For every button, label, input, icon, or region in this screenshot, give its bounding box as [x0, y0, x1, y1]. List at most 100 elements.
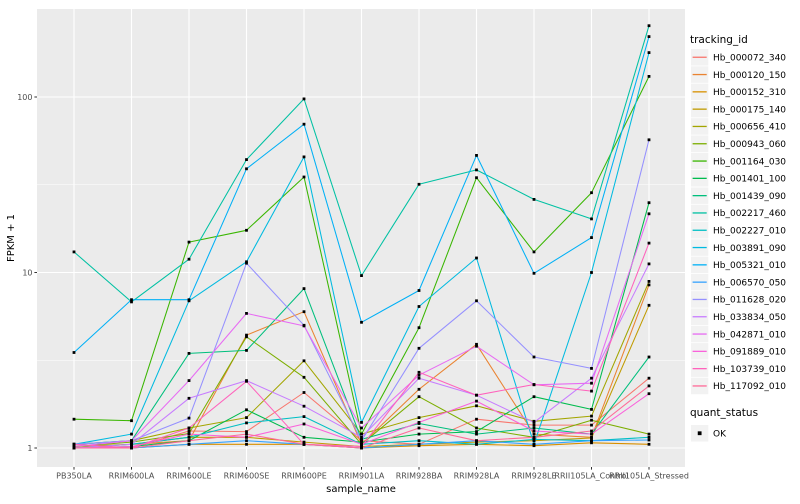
x-tick-label: RRIM928BA [396, 472, 443, 481]
data-point [590, 429, 593, 433]
data-point [302, 359, 306, 363]
data-point [72, 442, 76, 446]
axes: 1 10 100 PB350LA RRIM600LA RRIM600LE RRIM600SE… [17, 93, 689, 481]
data-point [360, 320, 363, 324]
data-point [475, 256, 478, 260]
data-point [360, 426, 363, 430]
data-point [532, 383, 536, 386]
data-point [245, 439, 248, 443]
data-point [302, 442, 306, 446]
data-point [302, 422, 306, 426]
data-point [647, 212, 651, 216]
data-point [187, 432, 191, 436]
x-tick-label: RRIM600PE [281, 472, 327, 481]
data-point [302, 175, 306, 179]
data-point [475, 426, 478, 430]
legend-title-quant-status: quant_status [690, 407, 758, 419]
data-point [360, 446, 363, 450]
data-point [360, 440, 363, 444]
data-point [647, 442, 651, 446]
data-point [417, 442, 421, 446]
x-tick-label: RRIM600LA [109, 472, 155, 481]
data-point [417, 426, 421, 430]
data-point [590, 439, 593, 443]
x-tick-label: RRIM600LE [166, 472, 211, 481]
data-point [532, 421, 536, 424]
data-point [590, 271, 593, 274]
data-point [647, 355, 651, 359]
data-point [130, 445, 133, 448]
data-point [417, 432, 421, 436]
data-point [72, 250, 76, 254]
data-point [302, 391, 306, 394]
data-point [187, 426, 191, 430]
legend-label: Hb_001164_030 [713, 157, 786, 167]
data-point [647, 35, 651, 38]
data-point [647, 438, 651, 442]
data-point [417, 416, 421, 419]
data-point [245, 261, 248, 265]
data-point [532, 429, 536, 433]
data-point [72, 446, 76, 450]
data-point [245, 349, 248, 352]
legend-label: Hb_103739_010 [713, 365, 786, 375]
legend-label: Hb_001401_100 [713, 175, 786, 185]
x-tick-label: RRIM600SE [224, 472, 270, 481]
data-point [532, 438, 536, 441]
data-point [245, 228, 248, 232]
data-point [130, 446, 133, 450]
data-point [302, 287, 306, 290]
data-point [245, 416, 248, 419]
data-point [417, 182, 421, 186]
data-point [532, 435, 536, 439]
data-point [360, 439, 363, 443]
legend-label: Hb_033834_050 [713, 313, 786, 323]
data-point [647, 138, 651, 142]
data-point [302, 122, 306, 126]
data-point [475, 344, 478, 348]
data-point [590, 436, 593, 440]
data-point [417, 439, 421, 443]
data-point [302, 324, 306, 328]
legend-label: Hb_000656_410 [713, 123, 786, 133]
data-point [647, 24, 651, 28]
data-point [417, 376, 421, 380]
legend-label: Hb_000175_140 [713, 105, 786, 115]
data-point [590, 376, 593, 380]
legend-label: Hb_091889_010 [713, 348, 786, 358]
data-point [187, 439, 191, 443]
data-point [302, 97, 306, 101]
legend-label: Hb_006570_050 [713, 278, 786, 288]
x-tick-label: PB350LA [56, 472, 92, 481]
x-tick-label: RRII105LA_Stressed [609, 472, 689, 481]
data-point [647, 384, 651, 388]
data-point [647, 201, 651, 205]
data-point [532, 432, 536, 436]
data-point [475, 399, 478, 403]
legend-label: Hb_042871_010 [713, 330, 786, 340]
data-point [302, 375, 306, 379]
legend-label: Hb_001439_090 [713, 192, 786, 202]
data-point [130, 300, 133, 304]
data-point [590, 408, 593, 411]
data-point [647, 376, 651, 380]
data-point [302, 435, 306, 439]
data-point [302, 440, 306, 444]
data-point [245, 421, 248, 425]
data-point [475, 432, 478, 436]
legend-label: Hb_003891_090 [713, 244, 786, 254]
data-point [532, 198, 536, 201]
data-point [647, 51, 651, 54]
data-point [245, 312, 248, 315]
legend-label: Hb_000120_150 [713, 71, 786, 81]
data-point [302, 415, 306, 418]
data-point [417, 326, 421, 330]
data-point [187, 352, 191, 355]
data-point [302, 404, 306, 408]
data-point [475, 299, 478, 303]
data-point [532, 271, 536, 275]
x-axis-title: sample_name [326, 484, 396, 495]
legend-label: Hb_005321_010 [713, 261, 786, 271]
data-point [647, 262, 651, 266]
